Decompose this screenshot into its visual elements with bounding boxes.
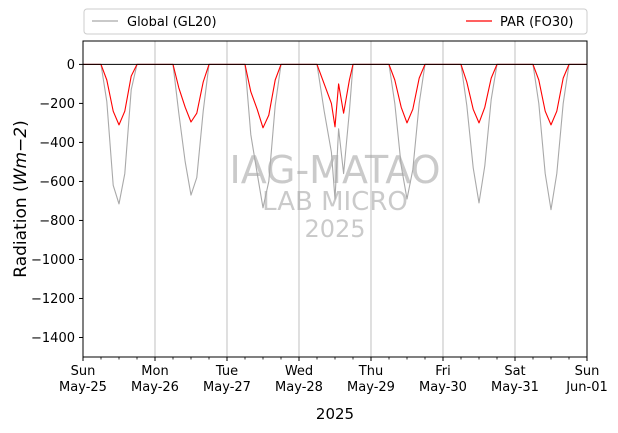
x-tick-date-5: May-30 bbox=[419, 380, 467, 395]
legend-box bbox=[83, 8, 588, 35]
y-tick-label-4: −800 bbox=[39, 214, 75, 229]
y-tick-label-2: −400 bbox=[39, 136, 75, 151]
y-tick-label-1: −200 bbox=[39, 97, 75, 112]
x-tick-date-3: May-28 bbox=[275, 380, 323, 395]
y-tick-label-5: −1000 bbox=[31, 253, 75, 268]
watermark: IAG-MATAO LAB MICRO 2025 bbox=[229, 148, 440, 243]
x-tick-day-5: Fri bbox=[435, 364, 451, 379]
x-tick-day-3: Wed bbox=[285, 364, 313, 379]
x-tick-day-6: Sat bbox=[504, 364, 525, 379]
y-tick-label-3: −600 bbox=[39, 175, 75, 190]
x-tick-day-4: Thu bbox=[358, 364, 383, 379]
x-tick-date-7: Jun-01 bbox=[565, 380, 608, 395]
x-tick-date-0: May-25 bbox=[59, 380, 107, 395]
x-tick-day-1: Mon bbox=[141, 364, 168, 379]
x-tick-day-7: Sun bbox=[575, 364, 600, 379]
x-tick-day-0: Sun bbox=[71, 364, 96, 379]
x-tick-date-6: May-31 bbox=[491, 380, 539, 395]
series-line-1 bbox=[83, 63, 587, 129]
watermark-line-1: IAG-MATAO bbox=[229, 148, 440, 192]
x-axis-title: 2025 bbox=[316, 405, 354, 423]
x-axis: SunMay-25MonMay-26TueMay-27WedMay-28ThuM… bbox=[59, 357, 608, 395]
series-line-0 bbox=[83, 63, 587, 211]
x-tick-day-2: Tue bbox=[215, 364, 238, 379]
series-lines bbox=[83, 63, 587, 211]
y-axis-title: Radiation (Wm−2) bbox=[11, 120, 31, 277]
y-axis: 0 −200 −400 −600 −800 −1000 −1200 −1400 bbox=[31, 58, 83, 346]
x-tick-date-4: May-29 bbox=[347, 380, 395, 395]
watermark-line-3: 2025 bbox=[304, 215, 365, 243]
grid-lines bbox=[154, 41, 516, 357]
x-tick-date-2: May-27 bbox=[203, 380, 251, 395]
legend-label-global: Global (GL20) bbox=[127, 15, 217, 30]
y-tick-label-6: −1200 bbox=[31, 292, 75, 307]
y-tick-label-7: −1400 bbox=[31, 331, 75, 346]
y-tick-label-0: 0 bbox=[67, 58, 75, 73]
x-tick-date-1: May-26 bbox=[131, 380, 179, 395]
legend-label-par: PAR (FO30) bbox=[500, 15, 573, 30]
